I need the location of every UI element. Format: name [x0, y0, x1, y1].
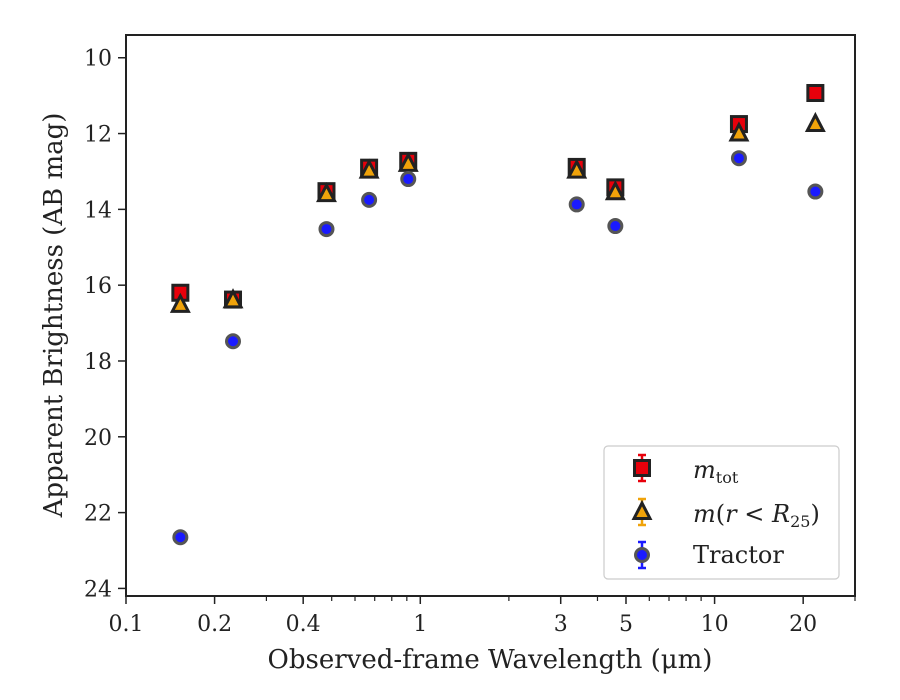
x-tick-label: 5 — [619, 612, 633, 637]
data-point-mtot — [806, 83, 825, 102]
x-tick-label: 3 — [554, 612, 568, 637]
data-point-tractor — [361, 191, 378, 208]
data-point-tractor — [730, 150, 747, 167]
data-point-mr25 — [397, 151, 419, 172]
y-tick-label: 12 — [84, 123, 112, 148]
y-axis: 10 12 14 16 18 20 22 24 — [84, 47, 126, 602]
legend-marker-tractor — [634, 547, 650, 563]
data-point-tractor — [225, 333, 242, 350]
x-tick-label: 1 — [413, 612, 427, 637]
data-point-tractor — [318, 221, 335, 238]
data-point-tractor — [172, 529, 189, 546]
data-point-mr25 — [358, 158, 380, 179]
series-0 — [171, 83, 825, 309]
legend-label-tractor: Tractor — [693, 541, 784, 569]
data-point-mr25 — [566, 158, 588, 179]
x-tick-label: 10 — [701, 612, 729, 637]
legend-label-mtot: mtot — [693, 456, 739, 487]
data-point-mr25 — [728, 121, 750, 142]
y-axis-label: Apparent Brightness (AB mag) — [39, 113, 69, 519]
x-tick-label: 20 — [789, 612, 817, 637]
x-axis: 0.1 0.2 0.4 1 3 5 10 20 — [109, 596, 856, 637]
legend-marker-mr25 — [631, 499, 653, 520]
data-point-mr25 — [604, 180, 626, 201]
legend-box — [603, 445, 840, 580]
data-point-mr25 — [169, 292, 191, 313]
legend-marker-mtot — [633, 459, 651, 477]
plot-area — [125, 34, 856, 597]
legend-label-mr25: m(r < R25) — [693, 500, 820, 531]
y-tick-label: 16 — [84, 274, 112, 299]
data-point-tractor — [400, 171, 417, 188]
data-point-tractor — [807, 183, 824, 200]
y-tick-label: 24 — [84, 577, 112, 602]
data-point-mr25 — [804, 111, 826, 133]
series-1 — [169, 111, 826, 313]
x-tick-label: 0.1 — [109, 612, 144, 637]
x-axis-label: Observed-frame Wavelength (μm) — [268, 645, 713, 675]
y-tick-label: 20 — [84, 426, 112, 451]
data-point-mr25 — [316, 182, 337, 203]
data-point-tractor — [607, 218, 624, 235]
legend: mtot m(r < R25) Tractor — [603, 445, 840, 580]
x-tick-label: 0.2 — [197, 612, 232, 637]
data-point-mr25 — [222, 288, 244, 309]
y-tick-label: 14 — [84, 198, 112, 223]
plot-frame — [125, 34, 856, 597]
y-tick-label: 18 — [84, 350, 112, 375]
x-tick-label: 0.4 — [286, 612, 321, 637]
series-2 — [172, 150, 824, 546]
data-markers — [169, 83, 826, 546]
y-tick-label: 22 — [84, 502, 112, 527]
data-point-tractor — [568, 196, 585, 213]
y-tick-label: 10 — [84, 47, 112, 72]
